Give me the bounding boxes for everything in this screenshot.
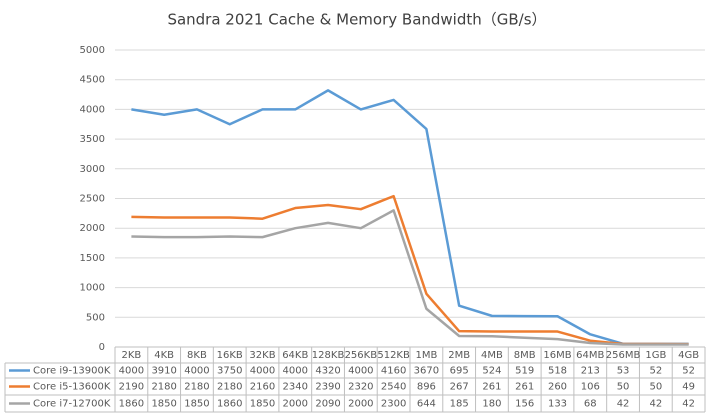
- table-value: 2000: [348, 399, 373, 410]
- table-value: 2540: [381, 382, 406, 393]
- table-value: 1850: [151, 399, 176, 410]
- x-tick-label: 16KB: [217, 350, 243, 361]
- table-value: 695: [450, 366, 469, 377]
- y-tick-label: 3000: [80, 164, 105, 175]
- x-tick-label: 8KB: [187, 350, 207, 361]
- y-tick-label: 2000: [80, 223, 105, 234]
- table-value: 2390: [315, 382, 340, 393]
- chart-title: Sandra 2021 Cache & Memory Bandwidth（GB/…: [167, 11, 546, 29]
- table-value: 3670: [414, 366, 439, 377]
- x-tick-label: 16MB: [543, 350, 571, 361]
- table-value: 50: [617, 382, 630, 393]
- table-value: 53: [617, 366, 630, 377]
- legend-label: Core i5-13600K: [33, 382, 111, 393]
- table-value: 213: [581, 366, 600, 377]
- table-value: 52: [649, 366, 662, 377]
- x-tick-label: 1GB: [645, 350, 666, 361]
- table-value: 524: [482, 366, 501, 377]
- series-line: [131, 194, 689, 346]
- x-tick-label: 8MB: [514, 350, 536, 361]
- y-tick-label: 500: [86, 312, 105, 323]
- table-value: 2180: [184, 382, 209, 393]
- table-value: 4000: [283, 366, 308, 377]
- table-value: 156: [515, 399, 534, 410]
- legend-label: Core i9-13900K: [33, 366, 111, 377]
- table-value: 4000: [119, 366, 144, 377]
- x-tick-label: 4GB: [678, 350, 699, 361]
- table-value: 42: [617, 399, 630, 410]
- table-value: 1850: [184, 399, 209, 410]
- table-value: 49: [682, 382, 695, 393]
- legend-label: Core i7-12700K: [33, 399, 111, 410]
- x-tick-label: 256MB: [606, 350, 641, 361]
- table-value: 261: [482, 382, 501, 393]
- table-value: 2090: [315, 399, 340, 410]
- table-value: 3750: [217, 366, 242, 377]
- table-value: 644: [417, 399, 436, 410]
- table-value: 518: [548, 366, 567, 377]
- y-tick-label: 1500: [80, 253, 105, 264]
- table-value: 185: [450, 399, 469, 410]
- x-tick-label: 2KB: [121, 350, 141, 361]
- table-value: 2180: [217, 382, 242, 393]
- table-value: 2160: [250, 382, 275, 393]
- table-value: 896: [417, 382, 436, 393]
- table-value: 261: [515, 382, 534, 393]
- table-value: 2000: [283, 399, 308, 410]
- x-tick-label: 256KB: [345, 350, 378, 361]
- y-tick-label: 1000: [80, 283, 105, 294]
- table-value: 2340: [283, 382, 308, 393]
- x-tick-label: 128KB: [312, 350, 345, 361]
- x-tick-label: 2MB: [448, 350, 470, 361]
- y-tick-label: 2500: [80, 194, 105, 205]
- table-value: 4000: [348, 366, 373, 377]
- series-line: [131, 209, 689, 346]
- x-tick-label: 64MB: [576, 350, 604, 361]
- table-value: 267: [450, 382, 469, 393]
- table-value: 4000: [250, 366, 275, 377]
- table-value: 133: [548, 399, 567, 410]
- table-value: 519: [515, 366, 534, 377]
- y-tick-label: 4000: [80, 104, 105, 115]
- table-value: 42: [649, 399, 662, 410]
- table-value: 2180: [151, 382, 176, 393]
- y-tick-label: 4500: [80, 75, 105, 86]
- x-tick-label: 32KB: [249, 350, 275, 361]
- table-value: 1860: [217, 399, 242, 410]
- table-value: 50: [649, 382, 662, 393]
- x-tick-label: 4MB: [481, 350, 503, 361]
- y-tick-label: 3500: [80, 134, 105, 145]
- table-value: 4000: [184, 366, 209, 377]
- y-tick-label: 0: [99, 342, 105, 353]
- table-value: 260: [548, 382, 567, 393]
- table-value: 2300: [381, 399, 406, 410]
- table-value: 1850: [250, 399, 275, 410]
- table-value: 2320: [348, 382, 373, 393]
- series-line: [131, 89, 689, 346]
- table-value: 2190: [119, 382, 144, 393]
- y-tick-label: 5000: [80, 45, 105, 56]
- table-value: 52: [682, 366, 695, 377]
- table-value: 68: [584, 399, 597, 410]
- table-value: 180: [482, 399, 501, 410]
- table-value: 4320: [315, 366, 340, 377]
- table-value: 106: [581, 382, 600, 393]
- x-tick-label: 1MB: [415, 350, 437, 361]
- table-value: 42: [682, 399, 695, 410]
- table-value: 4160: [381, 366, 406, 377]
- table-value: 3910: [151, 366, 176, 377]
- table-value: 1860: [119, 399, 144, 410]
- x-tick-label: 64KB: [282, 350, 308, 361]
- x-tick-label: 4KB: [154, 350, 174, 361]
- x-tick-label: 512KB: [377, 350, 410, 361]
